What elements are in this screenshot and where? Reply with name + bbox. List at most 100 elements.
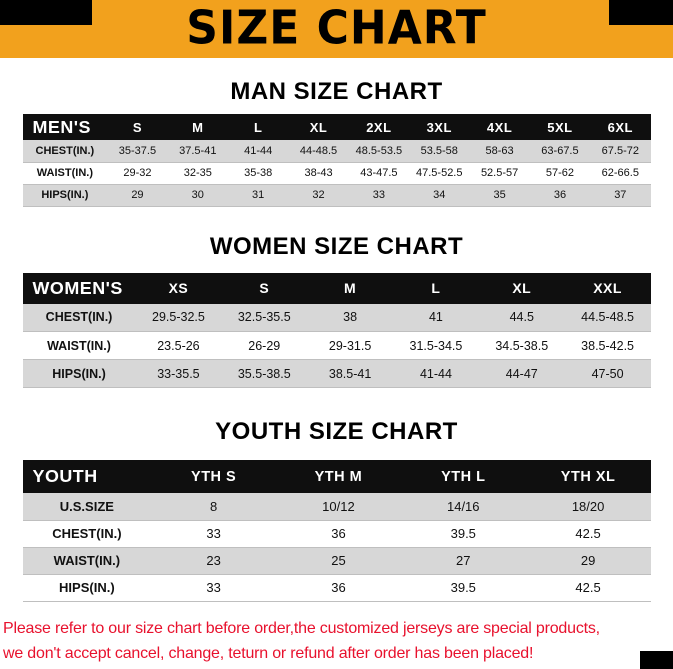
measurement-value: 29 bbox=[107, 184, 168, 207]
measurement-value: 31 bbox=[227, 184, 289, 207]
measurement-value: 42.5 bbox=[525, 520, 651, 548]
footer-line-2: we don't accept cancel, change, teturn o… bbox=[3, 644, 534, 662]
corner-mark-top-right bbox=[609, 0, 673, 25]
measurement-value: 36 bbox=[276, 574, 401, 602]
measurement-value: 38.5-42.5 bbox=[564, 331, 651, 360]
men-size-section: MAN SIZE CHART MEN'S S M L XL 2XL 3XL 4XL 5XL 6XL… bbox=[0, 78, 673, 207]
size-header-cell: XXL bbox=[564, 272, 651, 304]
men-section-heading: MAN SIZE CHART bbox=[230, 78, 443, 105]
measurement-label: WAIST(IN.) bbox=[22, 162, 108, 185]
size-header-cell: YTH S bbox=[151, 460, 277, 493]
measurement-value: 35-38 bbox=[227, 162, 289, 185]
measurement-value: 44.5 bbox=[478, 303, 565, 332]
measurement-row: HIPS(IN.) 33-35.5 35.5-38.5 38.5-41 41-44 44-… bbox=[22, 359, 651, 388]
size-header-cell: YTH M bbox=[276, 460, 401, 493]
measurement-value: 32.5-35.5 bbox=[221, 303, 308, 332]
size-header-cell: 6XL bbox=[590, 114, 651, 140]
measurement-value: 38 bbox=[307, 303, 394, 332]
measurement-label: WAIST(IN.) bbox=[22, 331, 136, 360]
measurement-value: 8 bbox=[151, 493, 277, 521]
measurement-label: CHEST(IN.) bbox=[22, 520, 152, 548]
measurement-value: 32 bbox=[288, 184, 349, 207]
footer-line-1: Please refer to our size chart before or… bbox=[3, 619, 600, 637]
measurement-value: 57-62 bbox=[529, 162, 591, 185]
measurement-value: 35 bbox=[469, 184, 530, 207]
measurement-value: 23.5-26 bbox=[135, 331, 222, 360]
youth-size-section: YOUTH SIZE CHART YOUTH YTH S YTH M YTH L YTH… bbox=[0, 418, 673, 602]
size-header-cell: M bbox=[307, 272, 394, 304]
measurement-value: 29-32 bbox=[107, 162, 168, 185]
size-header-cell: YTH L bbox=[400, 460, 526, 493]
measurement-value: 47-50 bbox=[564, 359, 651, 388]
measurement-value: 62-66.5 bbox=[590, 162, 651, 185]
measurement-value: 29.5-32.5 bbox=[135, 303, 222, 332]
measurement-value: 23 bbox=[151, 547, 277, 575]
measurement-row: CHEST(IN.) 29.5-32.5 32.5-35.5 38 41 44.5 44.5… bbox=[22, 303, 651, 332]
measurement-value: 37.5-41 bbox=[167, 140, 228, 163]
measurement-value: 41-44 bbox=[227, 140, 289, 163]
measurement-value: 10/12 bbox=[276, 493, 401, 521]
measurement-value: 33 bbox=[151, 520, 277, 548]
measurement-value: 44.5-48.5 bbox=[564, 303, 651, 332]
table-header-row: YOUTH YTH S YTH M YTH L YTH XL bbox=[22, 460, 651, 493]
measurement-row: HIPS(IN.) 33 36 39.5 42.5 bbox=[22, 574, 651, 602]
measurement-row: CHEST(IN.) 33 36 39.5 42.5 bbox=[22, 520, 651, 548]
footer-note: Please refer to our size chart before or… bbox=[0, 616, 673, 666]
size-header-cell: XS bbox=[135, 272, 222, 304]
measurement-label: HIPS(IN.) bbox=[22, 359, 136, 388]
table-header-row: MEN'S S M L XL 2XL 3XL 4XL 5XL 6XL bbox=[22, 114, 651, 140]
measurement-value: 52.5-57 bbox=[469, 162, 530, 185]
size-header-cell: L bbox=[227, 114, 289, 140]
measurement-label: HIPS(IN.) bbox=[22, 574, 152, 602]
table-title-cell: WOMEN'S bbox=[22, 272, 136, 304]
measurement-value: 37 bbox=[590, 184, 651, 207]
size-header-cell: 3XL bbox=[409, 114, 470, 140]
measurement-value: 35-37.5 bbox=[107, 140, 168, 163]
size-header-cell: XL bbox=[288, 114, 349, 140]
women-section-heading: WOMEN SIZE CHART bbox=[209, 232, 464, 260]
size-header-cell: S bbox=[221, 272, 308, 304]
measurement-row: HIPS(IN.) 29 30 31 32 33 34 35 36 37 bbox=[22, 184, 651, 207]
measurement-row: WAIST(IN.) 29-32 32-35 35-38 38-43 43-47.5 47.… bbox=[22, 162, 651, 185]
size-header-cell: XL bbox=[478, 272, 565, 304]
measurement-value: 30 bbox=[167, 184, 228, 207]
measurement-value: 34.5-38.5 bbox=[478, 331, 565, 360]
measurement-value: 29 bbox=[525, 547, 651, 575]
measurement-value: 39.5 bbox=[400, 574, 526, 602]
measurement-label: CHEST(IN.) bbox=[22, 303, 136, 332]
measurement-value: 67.5-72 bbox=[590, 140, 651, 163]
measurement-value: 25 bbox=[276, 547, 401, 575]
measurement-value: 36 bbox=[276, 520, 401, 548]
measurement-value: 33 bbox=[151, 574, 277, 602]
measurement-value: 38.5-41 bbox=[307, 359, 394, 388]
measurement-value: 31.5-34.5 bbox=[393, 331, 479, 360]
measurement-value: 39.5 bbox=[400, 520, 526, 548]
youth-section-heading: YOUTH SIZE CHART bbox=[215, 418, 458, 445]
measurement-value: 18/20 bbox=[525, 493, 651, 521]
measurement-value: 48.5-53.5 bbox=[348, 140, 410, 163]
measurement-row: U.S.SIZE 8 10/12 14/16 18/20 bbox=[22, 493, 651, 521]
size-header-cell: 2XL bbox=[348, 114, 410, 140]
measurement-value: 41 bbox=[393, 303, 479, 332]
size-header-cell: M bbox=[167, 114, 228, 140]
youth-size-table: YOUTH YTH S YTH M YTH L YTH XL U.S.SIZE 8 10/12… bbox=[22, 460, 651, 602]
measurement-label: U.S.SIZE bbox=[22, 493, 152, 521]
measurement-value: 44-47 bbox=[478, 359, 565, 388]
measurement-value: 14/16 bbox=[400, 493, 526, 521]
measurement-value: 36 bbox=[529, 184, 591, 207]
measurement-value: 33-35.5 bbox=[135, 359, 222, 388]
women-size-section: WOMEN SIZE CHART WOMEN'S XS S M L XL XXL CHEST(… bbox=[0, 232, 673, 388]
measurement-value: 42.5 bbox=[525, 574, 651, 602]
measurement-row: WAIST(IN.) 23.5-26 26-29 29-31.5 31.5-34.5 34… bbox=[22, 331, 651, 360]
measurement-row: WAIST(IN.) 23 25 27 29 bbox=[22, 547, 651, 575]
table-header-row: WOMEN'S XS S M L XL XXL bbox=[22, 272, 651, 304]
measurement-value: 58-63 bbox=[469, 140, 530, 163]
women-size-table: WOMEN'S XS S M L XL XXL CHEST(IN.) 29.5-32.5 32.5… bbox=[22, 272, 651, 388]
table-title-cell: MEN'S bbox=[22, 114, 108, 140]
measurement-row: CHEST(IN.) 35-37.5 37.5-41 41-44 44-48.5 48.5… bbox=[22, 140, 651, 163]
size-header-cell: L bbox=[393, 272, 479, 304]
measurement-value: 41-44 bbox=[393, 359, 479, 388]
measurement-value: 38-43 bbox=[288, 162, 349, 185]
measurement-label: HIPS(IN.) bbox=[22, 184, 108, 207]
